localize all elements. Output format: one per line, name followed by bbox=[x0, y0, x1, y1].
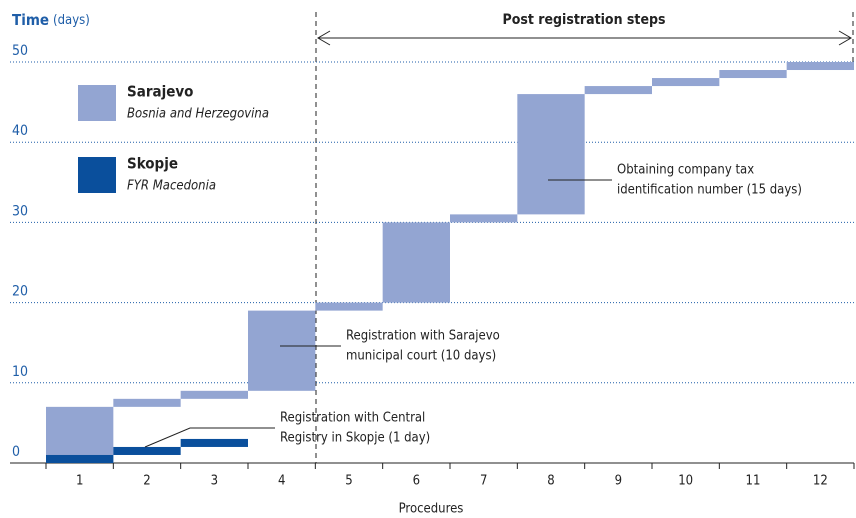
x-tick-label: 3 bbox=[211, 474, 218, 489]
y-label-main: Time bbox=[12, 11, 49, 29]
bar bbox=[180, 438, 248, 447]
annotation: Registration with Central bbox=[280, 411, 425, 426]
bar bbox=[584, 86, 652, 95]
bar bbox=[46, 406, 114, 463]
y-tick-label: 0 bbox=[12, 444, 20, 460]
bar bbox=[248, 310, 316, 391]
legend-sublabel: Bosnia and Herzegovina bbox=[127, 107, 269, 122]
annotation: Registry in Skopje (1 day) bbox=[280, 431, 430, 446]
x-tick-label: 1 bbox=[76, 474, 83, 489]
annotation: municipal court (10 days) bbox=[346, 349, 496, 364]
y-tick-label: 40 bbox=[12, 123, 28, 139]
legend-label: Skopje bbox=[127, 155, 178, 173]
x-tick-label: 5 bbox=[345, 474, 352, 489]
bar bbox=[652, 78, 720, 87]
y-label-unit: (days) bbox=[53, 13, 90, 28]
annotation: Obtaining company tax bbox=[617, 163, 754, 178]
legend-swatch bbox=[78, 85, 116, 121]
y-tick-label: 50 bbox=[12, 43, 28, 59]
x-axis-label: Procedures bbox=[399, 502, 464, 517]
y-axis-label: Time (days) bbox=[12, 11, 90, 29]
bar bbox=[450, 214, 518, 223]
x-tick-label: 8 bbox=[547, 474, 554, 489]
legend-swatch bbox=[78, 157, 116, 193]
legend-label: Sarajevo bbox=[127, 83, 193, 101]
bar bbox=[180, 390, 248, 399]
bar bbox=[719, 70, 787, 79]
bar bbox=[517, 94, 585, 215]
x-tick-label: 9 bbox=[615, 474, 622, 489]
x-tick-label: 12 bbox=[813, 474, 828, 489]
chart-title: Post registration steps bbox=[502, 12, 665, 28]
y-tick-label: 30 bbox=[12, 203, 28, 219]
x-tick-label: 11 bbox=[746, 474, 761, 489]
arrow-heads bbox=[317, 30, 852, 46]
bar bbox=[113, 446, 181, 455]
bar bbox=[315, 302, 383, 311]
bar bbox=[382, 222, 450, 303]
y-tick-label: 10 bbox=[12, 364, 28, 380]
x-tick-label: 7 bbox=[480, 474, 487, 489]
x-tick-label: 2 bbox=[143, 474, 150, 489]
legend-sublabel: FYR Macedonia bbox=[127, 179, 216, 194]
annotation: Registration with Sarajevo bbox=[346, 329, 500, 344]
bar bbox=[786, 62, 854, 71]
x-tick-label: 6 bbox=[413, 474, 420, 489]
leader-line bbox=[144, 427, 275, 448]
bar bbox=[113, 398, 181, 407]
x-tick-label: 4 bbox=[278, 474, 285, 489]
x-tick-label: 10 bbox=[678, 474, 693, 489]
annotation: identification number (15 days) bbox=[617, 183, 802, 198]
bar bbox=[46, 454, 114, 463]
y-tick-label: 20 bbox=[12, 284, 28, 300]
